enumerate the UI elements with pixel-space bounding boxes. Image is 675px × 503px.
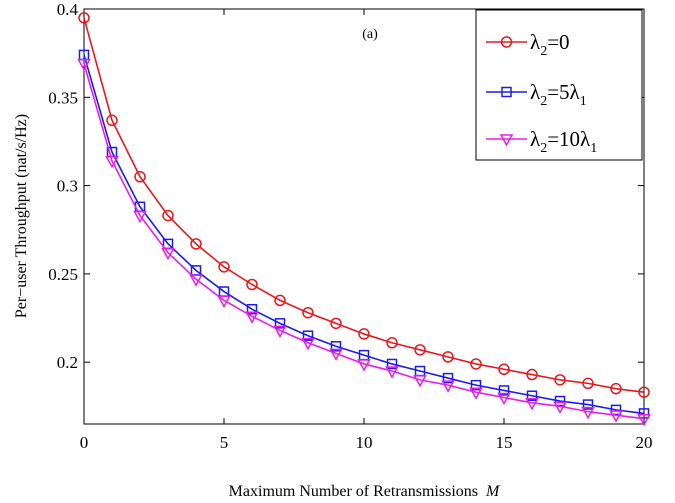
y-tick-label: 0.4: [57, 0, 79, 19]
legend-label: λ2=10λ1: [530, 127, 597, 156]
x-tick-label: 10: [356, 433, 373, 452]
data-point-square: [501, 86, 512, 98]
y-tick-label: 0.25: [48, 265, 78, 284]
data-point-triangle: [133, 210, 147, 224]
data-point-square: [302, 330, 314, 341]
series-line: [83, 63, 645, 420]
data-point-triangle: [217, 295, 231, 308]
data-point-circle: [190, 238, 202, 250]
series-line: [83, 17, 645, 394]
data-point-triangle: [189, 274, 203, 287]
data-point-square: [442, 372, 454, 384]
data-point-circle: [106, 114, 118, 127]
data-point-square: [246, 303, 258, 315]
data-point-square: [582, 399, 594, 410]
data-point-triangle: [77, 58, 91, 72]
data-point-triangle: [105, 156, 119, 169]
data-point-circle: [246, 278, 258, 291]
data-point-circle: [302, 306, 314, 319]
data-point-circle: [498, 363, 510, 376]
y-tick-label: 0.35: [48, 88, 78, 107]
data-point-circle: [414, 344, 426, 356]
data-point-triangle: [553, 401, 567, 414]
data-point-triangle: [581, 406, 595, 420]
data-point-triangle: [497, 392, 511, 406]
data-point-circle: [500, 36, 513, 48]
x-axis-label-variable: M: [485, 483, 501, 500]
legend: λ2=0 λ2=5λ1 λ2=10λ1: [475, 9, 643, 161]
annotation-label: (a): [362, 27, 378, 42]
data-point-square: [330, 341, 342, 352]
data-point-circle: [554, 374, 566, 386]
y-tick-label: 0.2: [57, 353, 78, 372]
data-point-triangle: [413, 375, 427, 388]
data-point-circle: [274, 294, 286, 307]
series-line: [83, 54, 645, 415]
x-tick-label: 15: [496, 433, 513, 452]
data-point-square: [470, 379, 482, 391]
data-point-circle: [526, 368, 538, 381]
y-axis-label: Per−user Throughput (nat/s/Hz): [13, 114, 30, 318]
series-3: [77, 58, 651, 427]
data-point-square: [274, 318, 286, 329]
x-axis-label-text: Maximum Number of Retransmissions: [229, 483, 478, 500]
axis-ticks: 0 5 10 15 20 0.2 0.25 0.3 0.35 0.4: [48, 0, 652, 452]
data-point-square: [498, 385, 510, 396]
data-point-triangle: [329, 348, 343, 361]
legend-entry-1: λ2=0: [486, 30, 570, 59]
data-point-square: [526, 390, 538, 401]
data-point-triangle: [525, 398, 539, 411]
data-point-triangle: [499, 134, 514, 147]
data-point-triangle: [637, 413, 651, 427]
legend-entry-3: λ2=10λ1: [486, 127, 597, 156]
data-point-circle: [358, 328, 370, 340]
data-point-triangle: [441, 380, 455, 393]
data-point-triangle: [469, 387, 483, 400]
data-point-circle: [470, 358, 482, 370]
data-point-triangle: [161, 247, 175, 261]
data-point-circle: [638, 386, 650, 398]
legend-entry-2: λ2=5λ1: [486, 80, 587, 109]
data-point-circle: [218, 261, 230, 273]
data-point-circle: [134, 171, 146, 183]
data-point-triangle: [245, 311, 259, 324]
x-axis-label: Maximum Number of Retransmissions M: [229, 483, 501, 500]
y-tick-label: 0.3: [57, 177, 78, 196]
data-point-triangle: [357, 359, 371, 372]
data-point-triangle: [273, 325, 287, 338]
data-point-circle: [78, 12, 90, 24]
data-point-circle: [442, 351, 454, 363]
series-layer: [77, 12, 651, 427]
legend-label: λ2=5λ1: [530, 80, 587, 109]
x-tick-label: 20: [636, 433, 653, 452]
data-point-circle: [582, 377, 594, 390]
series-1: [78, 12, 650, 398]
data-point-triangle: [609, 410, 623, 423]
data-point-square: [386, 358, 398, 370]
data-point-circle: [610, 382, 622, 395]
legend-label: λ2=0: [530, 30, 570, 59]
data-point-triangle: [385, 366, 399, 379]
data-point-circle: [162, 209, 174, 222]
x-tick-label: 5: [220, 433, 229, 452]
data-point-circle: [386, 337, 398, 349]
data-point-triangle: [301, 338, 315, 351]
data-point-circle: [330, 317, 342, 330]
x-tick-label: 0: [80, 433, 89, 452]
